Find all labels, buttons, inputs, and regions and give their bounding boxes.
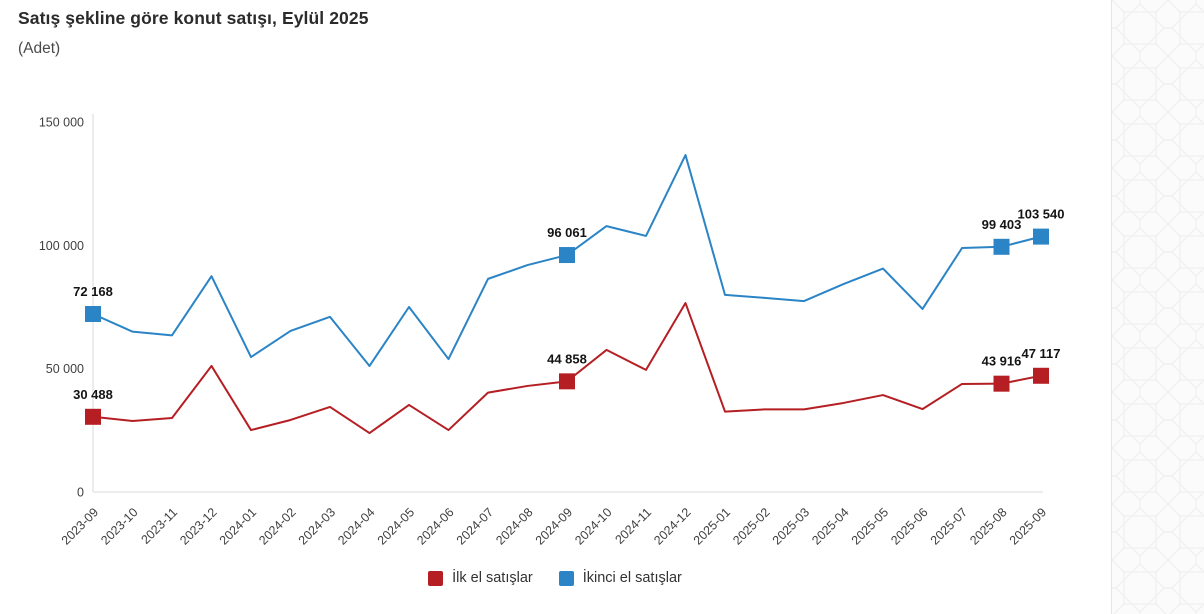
y-tick-label: 50 000 [46,362,84,376]
x-tick-label: 2025-09 [1007,505,1049,547]
y-tick-label: 0 [77,486,84,500]
y-tick-label: 150 000 [39,116,84,130]
x-tick-label: 2023-11 [138,505,180,547]
ilk-el-satislar-marker[interactable] [85,408,101,425]
x-tick-label: 2025-06 [888,505,930,547]
x-tick-label: 2024-08 [493,505,535,547]
x-tick-label: 2024-10 [572,505,614,547]
ilk-el-satislar-point-label: 44 858 [547,351,587,366]
x-tick-label: 2024-05 [375,505,417,547]
x-tick-label: 2025-03 [770,505,812,547]
ikinci-el-satislar-point-label: 99 403 [982,217,1022,232]
x-tick-label: 2024-01 [217,505,259,547]
legend-item-ilk-el-satislar[interactable]: İlk el satışlar [428,570,533,586]
x-tick-label: 2025-07 [928,505,970,547]
legend-item-ikinci-el-satislar[interactable]: İkinci el satışlar [558,570,682,586]
ikinci-el-satislar-marker[interactable] [85,305,101,322]
ilk-el-satislar-marker[interactable] [993,375,1010,392]
ikinci-el-satislar-point-label: 103 540 [1018,207,1065,222]
x-tick-label: 2025-05 [849,505,891,547]
x-tick-label: 2024-07 [454,505,496,547]
ilk-el-satislar-point-label: 30 488 [73,387,113,402]
x-tick-label: 2024-11 [612,505,654,547]
chart-legend: İlk el satışlar İkinci el satışlar [0,570,1110,586]
x-tick-label: 2023-10 [98,505,140,547]
x-tick-label: 2024-03 [296,505,338,547]
x-tick-label: 2024-09 [533,505,575,547]
x-tick-label: 2025-04 [809,505,851,547]
x-tick-label: 2023-09 [59,505,101,547]
legend-label: İkinci el satışlar [582,570,682,586]
x-tick-label: 2023-12 [177,505,219,547]
x-tick-label: 2025-01 [691,505,733,547]
x-tick-label: 2024-12 [651,505,693,547]
x-tick-label: 2025-02 [730,505,772,547]
ilk-el-satislar-marker[interactable] [559,373,575,390]
ikinci-el-satislar-point-label: 96 061 [547,225,587,240]
legend-swatch-first-hand [428,570,444,586]
x-tick-label: 2025-08 [967,505,1009,547]
y-tick-label: 100 000 [39,239,84,253]
x-tick-label: 2024-02 [256,505,298,547]
x-tick-label: 2024-04 [335,505,377,547]
ilk-el-satislar-marker[interactable] [1033,367,1049,384]
ikinci-el-satislar-point-label: 72 168 [73,284,113,299]
legend-label: İlk el satışlar [452,570,533,586]
ilk-el-satislar-point-label: 43 916 [982,354,1022,369]
ikinci-el-satislar-marker[interactable] [1033,228,1049,245]
chart-title: Satış şekline göre konut satışı, Eylül 2… [18,8,369,28]
ikinci-el-satislar-marker[interactable] [559,247,575,264]
decorative-geometric-pattern [1111,0,1204,614]
geometric-pattern-graphic [1112,0,1204,614]
ilk-el-satislar-point-label: 47 117 [1021,346,1060,361]
x-tick-label: 2024-06 [414,505,456,547]
legend-swatch-second-hand [558,570,574,586]
chart-subtitle: (Adet) [18,40,61,57]
ikinci-el-satislar-marker[interactable] [993,238,1010,255]
